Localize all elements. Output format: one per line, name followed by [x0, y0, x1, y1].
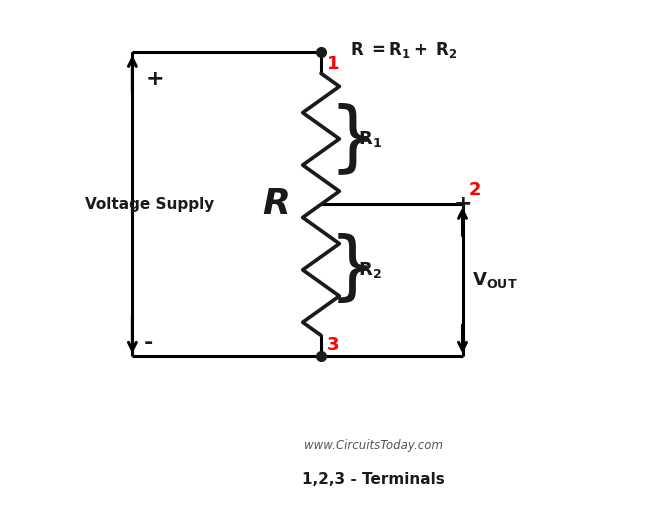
Text: }: }: [329, 102, 377, 176]
Text: $\mathbf{R_1}$: $\mathbf{R_1}$: [358, 129, 382, 149]
Text: 3: 3: [328, 336, 340, 354]
Text: $\mathbf{V_{OUT}}$: $\mathbf{V_{OUT}}$: [472, 270, 518, 290]
Text: $\mathbf{R_2}$: $\mathbf{R_2}$: [358, 260, 381, 280]
Text: R: R: [263, 188, 290, 221]
Text: 2: 2: [469, 181, 481, 199]
Text: +: +: [453, 194, 472, 214]
Text: }: }: [329, 233, 377, 307]
Text: $\mathbf{R\ =R_1+\ R_2}$: $\mathbf{R\ =R_1+\ R_2}$: [350, 40, 458, 60]
Text: -: -: [144, 333, 153, 353]
Text: 1,2,3 - Terminals: 1,2,3 - Terminals: [302, 472, 445, 487]
Text: 1: 1: [328, 55, 340, 73]
Text: www.CircuitsToday.com: www.CircuitsToday.com: [304, 439, 443, 452]
Text: Voltage Supply: Voltage Supply: [86, 197, 214, 212]
Text: +: +: [145, 69, 164, 89]
